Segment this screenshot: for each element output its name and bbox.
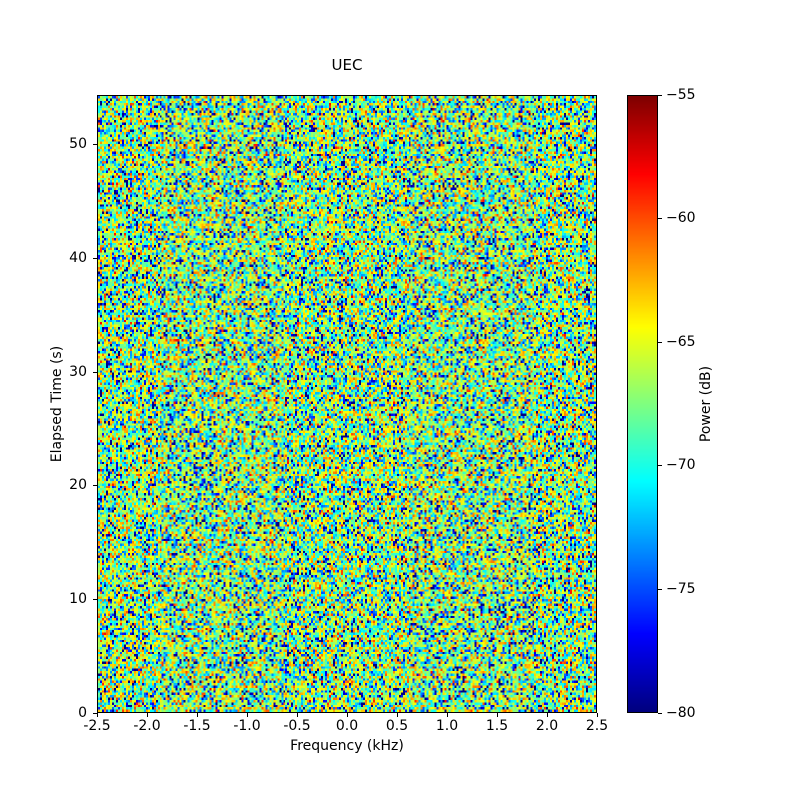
x-tick-mark — [496, 713, 498, 717]
y-tick-mark — [93, 144, 97, 146]
colorbar-tick-label: −60 — [666, 210, 696, 227]
y-tick-label: 50 — [69, 136, 87, 153]
x-tick-mark — [546, 713, 548, 717]
colorbar-tick-mark — [658, 94, 662, 96]
x-tick-mark — [396, 713, 398, 717]
colorbar-label: Power (dB) — [698, 365, 714, 443]
colorbar-tick-label: −55 — [666, 86, 696, 103]
y-axis-label: Elapsed Time (s) — [49, 345, 65, 463]
colorbar-gradient — [628, 96, 657, 712]
spectrogram-canvas — [98, 96, 596, 712]
spectrogram-plot-area — [97, 95, 597, 713]
y-tick-label: 0 — [78, 704, 87, 721]
x-tick-label: 1.0 — [435, 718, 459, 734]
x-tick-mark — [296, 713, 298, 717]
x-tick-mark — [146, 713, 148, 717]
y-tick-mark — [93, 371, 97, 373]
y-tick-label: 40 — [69, 250, 87, 267]
figure-title: UEC — [331, 56, 363, 75]
colorbar — [627, 95, 658, 713]
x-tick-mark — [446, 713, 448, 717]
y-tick-label: 20 — [69, 477, 87, 494]
x-tick-label: 1.5 — [485, 718, 509, 734]
colorbar-tick-mark — [658, 465, 662, 467]
colorbar-tick-label: −65 — [666, 333, 696, 350]
y-tick-mark — [93, 712, 97, 714]
colorbar-tick-mark — [658, 588, 662, 590]
x-tick-label: 2.0 — [535, 718, 559, 734]
x-tick-label: 2.5 — [585, 718, 609, 734]
x-tick-mark — [596, 713, 598, 717]
x-tick-label: -0.5 — [283, 718, 311, 734]
y-tick-label: 30 — [69, 363, 87, 380]
x-tick-label: -2.5 — [83, 718, 111, 734]
x-tick-mark — [96, 713, 98, 717]
colorbar-tick-label: −80 — [666, 704, 696, 721]
colorbar-tick-mark — [658, 341, 662, 343]
y-tick-mark — [93, 598, 97, 600]
colorbar-tick-mark — [658, 712, 662, 714]
y-tick-label: 10 — [69, 590, 87, 607]
y-tick-mark — [93, 485, 97, 487]
y-tick-mark — [93, 258, 97, 260]
colorbar-tick-label: −75 — [666, 580, 696, 597]
colorbar-tick-label: −70 — [666, 457, 696, 474]
x-tick-label: -2.0 — [133, 718, 161, 734]
x-tick-mark — [196, 713, 198, 717]
x-tick-mark — [246, 713, 248, 717]
colorbar-tick-mark — [658, 218, 662, 220]
x-tick-label: -1.0 — [233, 718, 261, 734]
x-tick-label: -1.5 — [183, 718, 211, 734]
x-axis-label: Frequency (kHz) — [290, 738, 404, 754]
x-tick-mark — [346, 713, 348, 717]
x-tick-label: 0.5 — [385, 718, 409, 734]
x-tick-label: 0.0 — [335, 718, 359, 734]
